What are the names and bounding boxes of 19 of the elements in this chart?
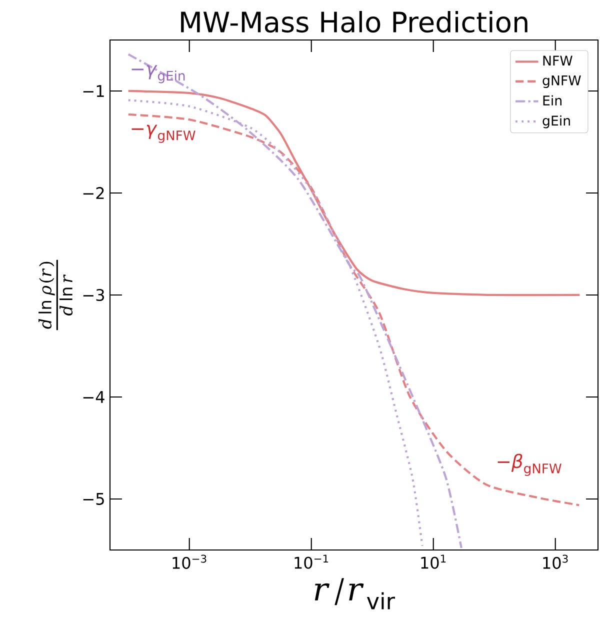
annotation: −β$_{gNFW}$ bbox=[498, 454, 562, 476]
x-axis-title: $r/r_{\mathrm{vir}}$ bbox=[314, 578, 395, 610]
x-tick-label: 10$^{−1}$ bbox=[294, 554, 328, 569]
annotation: −γ$_{gNFW}$ bbox=[132, 124, 196, 143]
legend-label: Ein bbox=[543, 95, 562, 106]
y-tick-label: −2 bbox=[83, 187, 104, 199]
y-tick-label: −3 bbox=[83, 288, 104, 302]
x-tick-label: 10$^{−3}$ bbox=[172, 554, 206, 569]
y-tick-label: −5 bbox=[83, 493, 104, 505]
y-axis-title: $\frac{d\ln\rho(r)}{d\ln r}$ bbox=[38, 260, 73, 330]
legend-label: NFW bbox=[543, 56, 572, 66]
x-tick-label: 10$^{1}$ bbox=[421, 554, 446, 569]
legend-label: gNFW bbox=[542, 76, 581, 88]
chart-title: MW-Mass Halo Prediction bbox=[181, 10, 528, 33]
x-tick-label: 10$^{3}$ bbox=[543, 554, 568, 569]
annotation: −γ$_{gEin}$ bbox=[132, 65, 185, 84]
y-tick-label: −1 bbox=[83, 85, 104, 97]
y-tick-label: −4 bbox=[83, 391, 104, 403]
legend-label: gEin bbox=[542, 115, 570, 128]
